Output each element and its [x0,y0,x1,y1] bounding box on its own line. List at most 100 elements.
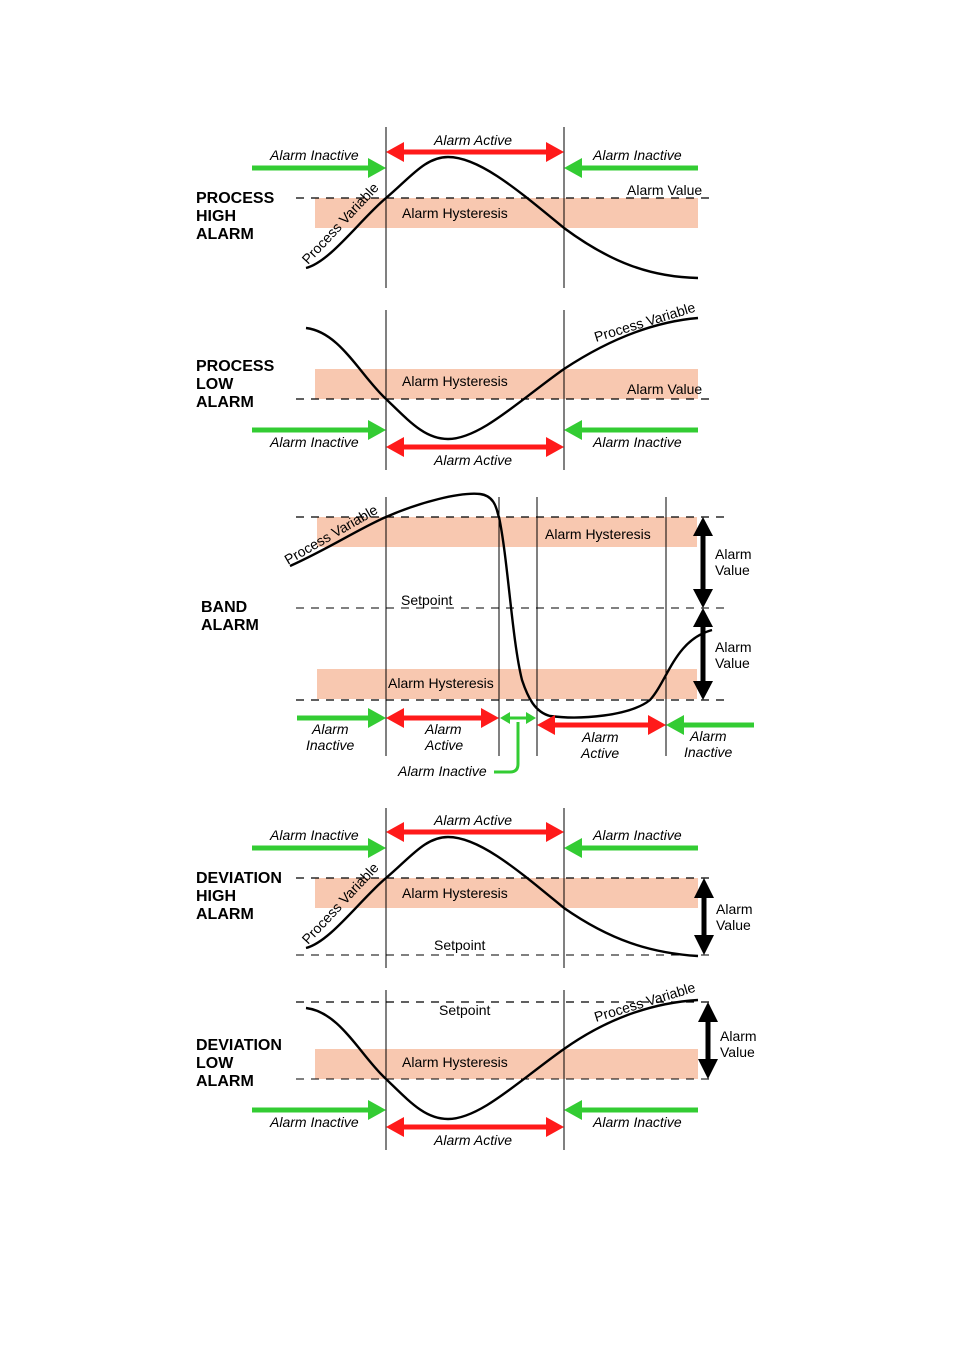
process-variable-curve [305,835,699,958]
arrow-head-icon [694,878,714,898]
alarm-active-label: Alarm Active [433,812,512,828]
arrow-head-icon [693,517,713,536]
panel-title-line-1: DEVIATION [196,870,282,887]
alarm-inactive-label: Alarm Inactive [269,827,359,843]
arrow-head-icon [564,420,582,440]
alarm-hysteresis-label: Alarm Hysteresis [388,675,494,691]
arrow-head-icon [546,142,564,162]
alarm-status-word-2: Active [424,737,463,753]
alarm-status-word-2: Active [580,745,619,761]
arrow-head-icon [386,822,404,842]
panel-process-high: PROCESS HIGH ALARM Alarm Inactive Alarm … [196,127,712,288]
arrow-head-icon [698,1002,718,1022]
process-variable-label: Process Variable [592,299,697,345]
panel-title-line-2: LOW [196,1055,234,1072]
alarm-inactive-label: Alarm Inactive [592,1114,682,1130]
alarm-inactive-label: Alarm Inactive [592,147,682,163]
arrow-head-icon [500,712,510,724]
arrow-head-icon [694,935,714,955]
alarm-value-label-word-2: Value [715,655,750,671]
arrow-head-icon [564,158,582,178]
process-variable-curve [305,155,699,280]
alarm-value-label: Alarm Value [627,381,702,397]
alarm-status-word-1: Alarm [424,721,462,737]
arrow-head-icon [368,838,386,858]
alarm-inactive-label: Alarm Inactive [397,763,487,779]
panel-title-line-1: PROCESS [196,358,275,375]
arrow-head-icon [386,437,404,457]
arrow-head-icon [564,838,582,858]
arrow-head-icon [546,822,564,842]
alarm-value-label-word-1: Alarm [716,901,753,917]
arrow-head-icon [386,1117,404,1137]
panel-title-line-1: DEVIATION [196,1037,282,1054]
arrow-head-icon [537,715,555,735]
alarm-inactive-label: Alarm Inactive [269,147,359,163]
panel-band: BAND ALARM Alarm Hysteresis Alarm Hyster… [201,492,754,779]
alarm-value-label-word-2: Value [716,917,751,933]
alarm-status-word-1: Alarm [311,721,349,737]
hysteresis-band [315,369,698,399]
alarm-status-word-2: Inactive [684,744,732,760]
arrow-head-icon [666,715,684,735]
panel-title-line-3: ALARM [196,394,254,411]
alarm-value-label-word-2: Value [720,1044,755,1060]
panel-title-line-2: HIGH [196,208,236,225]
setpoint-label: Setpoint [439,1002,490,1018]
arrow-head-icon [693,608,713,627]
arrow-head-icon [698,1059,718,1079]
arrow-head-icon [648,715,666,735]
panel-title-line-1: BAND [201,599,247,616]
panel-title-line-2: ALARM [201,617,259,634]
panel-title-line-3: ALARM [196,906,254,923]
arrow-head-icon [368,708,386,728]
panel-deviation-low: DEVIATION LOW ALARM Alarm Inactive Alarm… [196,979,757,1150]
alarm-inactive-label: Alarm Inactive [269,1114,359,1130]
alarm-active-label: Alarm Active [433,1132,512,1148]
arrow-head-icon [386,708,404,728]
alarm-inactive-label: Alarm Inactive [592,434,682,450]
hysteresis-band-upper [317,517,697,547]
arrow-head-icon [368,158,386,178]
arrow-head-icon [546,1117,564,1137]
panel-title-line-2: LOW [196,376,234,393]
alarm-hysteresis-label: Alarm Hysteresis [402,1054,508,1070]
arrow-head-icon [368,1100,386,1120]
arrow-head-icon [526,712,536,724]
inactive-callout-connector [494,722,520,774]
alarm-value-label-word-1: Alarm [715,639,752,655]
process-variable-curve [289,492,713,719]
process-variable-curve [305,316,699,441]
panel-process-low: PROCESS LOW ALARM Alarm Inactive Alarm A… [196,299,712,470]
alarm-hysteresis-label: Alarm Hysteresis [402,205,508,221]
arrow-head-icon [693,681,713,700]
arrow-head-icon [564,1100,582,1120]
panel-title-line-1: PROCESS [196,190,275,207]
alarm-hysteresis-label: Alarm Hysteresis [545,526,651,542]
hysteresis-band [315,1049,698,1079]
alarm-status-word-2: Inactive [306,737,354,753]
arrow-head-icon [368,420,386,440]
alarm-value-label-word-2: Value [715,562,750,578]
setpoint-label: Setpoint [401,592,452,608]
process-variable-curve [305,998,699,1121]
alarm-inactive-label: Alarm Inactive [592,827,682,843]
alarm-active-label: Alarm Active [433,452,512,468]
alarm-hysteresis-label: Alarm Hysteresis [402,373,508,389]
hysteresis-band-lower [317,669,697,699]
panel-deviation-high: DEVIATION HIGH ALARM Alarm Inactive Alar… [196,808,753,968]
alarm-value-label-word-1: Alarm [715,546,752,562]
alarm-hysteresis-label: Alarm Hysteresis [402,885,508,901]
alarm-status-word-1: Alarm [581,729,619,745]
alarm-active-label: Alarm Active [433,132,512,148]
alarm-inactive-label: Alarm Inactive [269,434,359,450]
setpoint-label: Setpoint [434,937,485,953]
panel-title-line-3: ALARM [196,1073,254,1090]
arrow-head-icon [386,142,404,162]
panel-title-line-3: ALARM [196,226,254,243]
panel-title-line-2: HIGH [196,888,236,905]
arrow-head-icon [481,708,499,728]
arrow-head-icon [693,589,713,608]
alarm-status-word-1: Alarm [689,728,727,744]
